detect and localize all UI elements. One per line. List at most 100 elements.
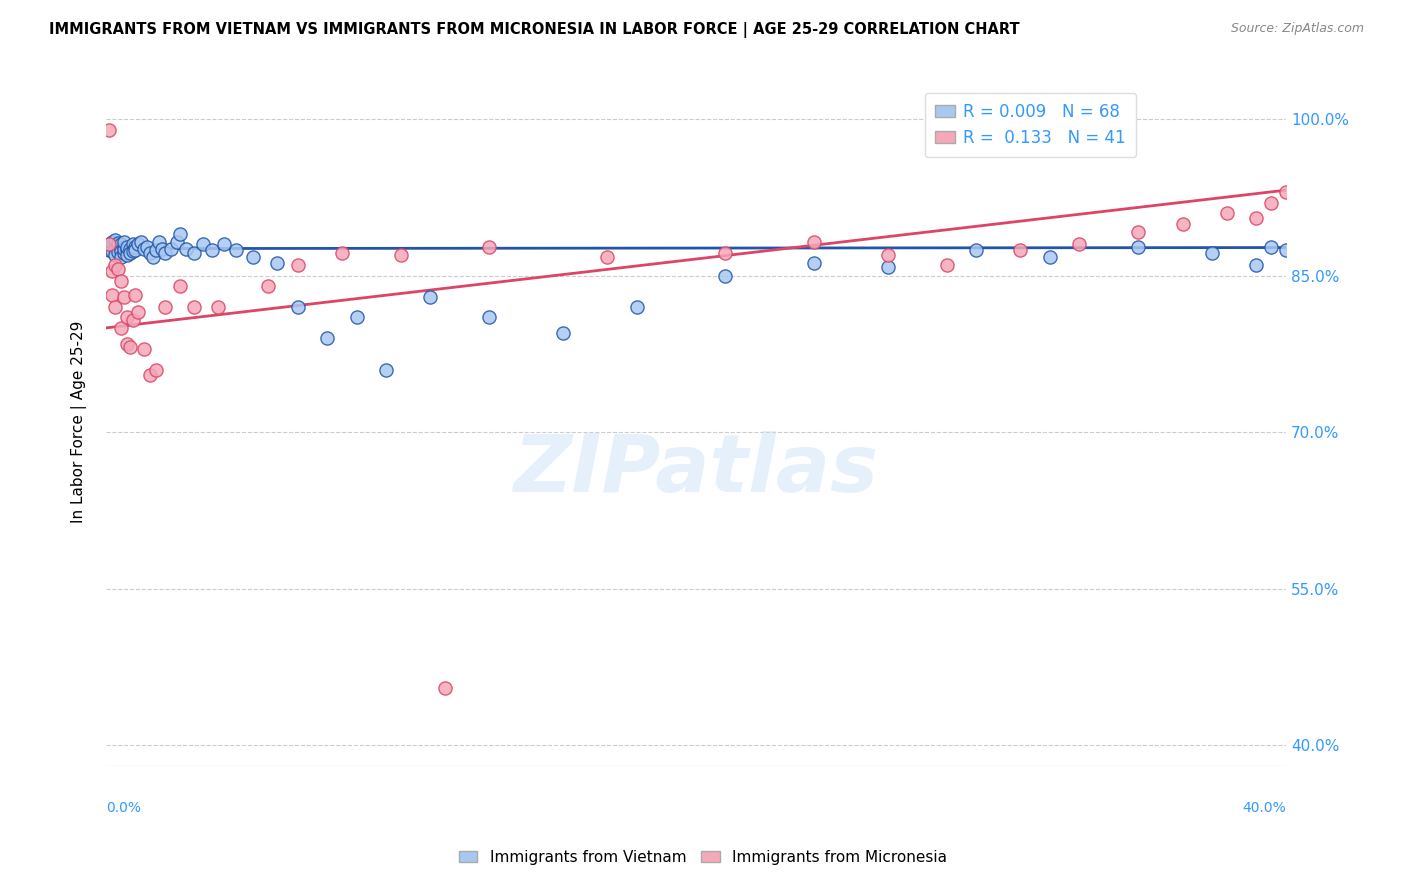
Point (1201, 245, 1223, 260)
Point (97, 237, 120, 252)
Point (121, 237, 143, 252)
Text: 40.0%: 40.0% (1243, 801, 1286, 814)
Point (118, 242, 141, 256)
Point (104, 242, 127, 256)
Point (166, 235, 188, 250)
Point (127, 237, 149, 252)
Point (104, 233, 127, 247)
Text: Source: ZipAtlas.com: Source: ZipAtlas.com (1230, 22, 1364, 36)
Point (127, 305, 149, 319)
Point (1216, 206, 1239, 220)
Y-axis label: In Labor Force | Age 25-29: In Labor Force | Age 25-29 (72, 320, 87, 523)
Point (965, 243, 987, 257)
Point (1260, 195, 1282, 210)
Point (1246, 258, 1268, 272)
Text: IMMIGRANTS FROM VIETNAM VS IMMIGRANTS FROM MICRONESIA IN LABOR FORCE | AGE 25-29: IMMIGRANTS FROM VIETNAM VS IMMIGRANTS FR… (49, 22, 1019, 38)
Point (110, 250, 132, 264)
Text: ZIPatlas: ZIPatlas (513, 431, 879, 509)
Point (153, 300, 176, 314)
Point (110, 237, 132, 252)
Point (107, 236, 129, 251)
Point (1275, 186, 1298, 200)
Point (1275, 243, 1298, 257)
Point (110, 274, 132, 288)
Point (419, 290, 441, 304)
Point (316, 331, 339, 345)
Point (131, 235, 153, 250)
Point (257, 279, 280, 293)
Point (212, 237, 235, 252)
Point (112, 235, 135, 250)
Point (330, 245, 353, 260)
Point (124, 287, 146, 301)
Point (115, 336, 138, 351)
Point (97, 237, 120, 252)
Point (183, 300, 205, 314)
Point (97, 243, 120, 257)
Point (1010, 243, 1032, 257)
Point (1069, 237, 1091, 252)
Point (287, 300, 309, 314)
Point (104, 258, 127, 272)
Point (160, 242, 183, 256)
Point (876, 248, 898, 262)
Point (139, 245, 162, 260)
Point (121, 244, 143, 258)
Point (101, 235, 124, 250)
Point (169, 279, 191, 293)
Point (134, 342, 156, 356)
Point (145, 243, 167, 257)
Point (107, 262, 129, 277)
Point (101, 287, 124, 301)
Point (553, 326, 575, 340)
Point (803, 256, 825, 270)
Point (1128, 239, 1150, 253)
Point (107, 244, 129, 259)
Point (148, 235, 170, 250)
Point (112, 239, 135, 253)
Legend: Immigrants from Vietnam, Immigrants from Micronesia: Immigrants from Vietnam, Immigrants from… (453, 844, 953, 871)
Point (714, 268, 737, 283)
Point (124, 243, 146, 257)
Point (104, 248, 127, 262)
Point (183, 245, 205, 260)
Point (225, 243, 247, 257)
Point (112, 245, 135, 260)
Point (118, 245, 141, 260)
Point (150, 242, 173, 256)
Point (115, 248, 138, 262)
Point (346, 310, 368, 325)
Point (201, 243, 224, 257)
Point (107, 241, 129, 255)
Text: 0.0%: 0.0% (105, 801, 141, 814)
Point (803, 235, 825, 250)
Point (121, 312, 143, 326)
Point (434, 681, 457, 695)
Point (115, 243, 138, 257)
Legend: R = 0.009   N = 68, R =  0.133   N = 41: R = 0.009 N = 68, R = 0.133 N = 41 (925, 93, 1136, 157)
Point (124, 239, 146, 253)
Point (134, 242, 156, 256)
Point (153, 245, 176, 260)
Point (287, 258, 309, 272)
Point (142, 250, 165, 264)
Point (145, 362, 167, 376)
Point (97, 122, 120, 136)
Point (207, 300, 229, 314)
Point (1246, 211, 1268, 226)
Point (110, 242, 132, 256)
Point (478, 310, 501, 325)
Point (136, 239, 159, 253)
Point (375, 362, 398, 376)
Point (110, 321, 132, 335)
Point (115, 239, 138, 253)
Point (139, 368, 162, 382)
Point (118, 340, 141, 354)
Point (266, 256, 288, 270)
Point (110, 244, 132, 258)
Point (112, 290, 135, 304)
Point (107, 238, 129, 252)
Point (626, 300, 648, 314)
Point (1128, 225, 1150, 239)
Point (101, 244, 124, 258)
